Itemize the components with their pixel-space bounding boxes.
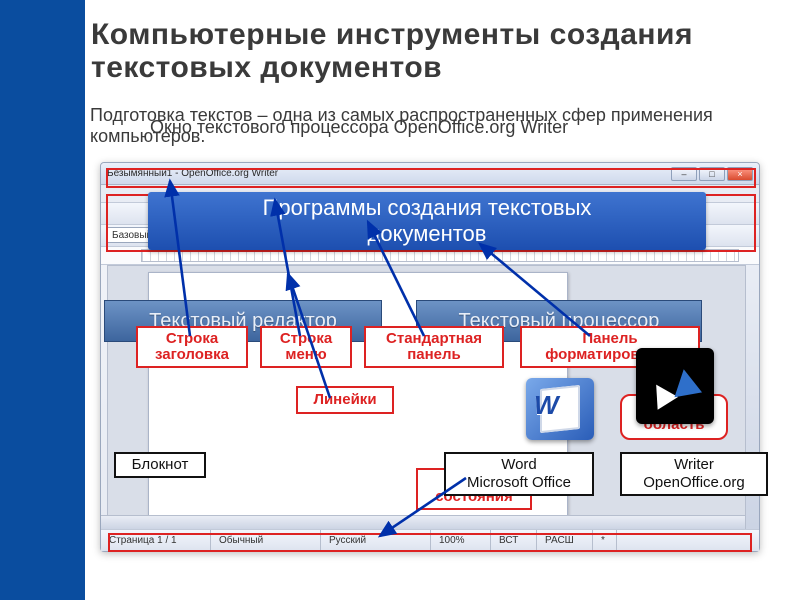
banner-programs: Программы создания текстовых документов — [148, 192, 706, 250]
banner-line2: документов — [368, 221, 487, 247]
banner-line1: Программы создания текстовых — [263, 195, 592, 221]
openoffice-icon — [636, 348, 714, 424]
word-text1: Word — [501, 456, 537, 474]
label-menubar-text: Строка меню — [264, 331, 348, 364]
label-word: Word Microsoft Office — [444, 452, 594, 496]
label-menubar: Строка меню — [260, 326, 352, 368]
label-writer: Writer OpenOffice.org — [620, 452, 768, 496]
word-icon: W — [526, 378, 594, 440]
slide: Компьютерные инструменты создания тексто… — [0, 0, 800, 600]
highlight-statusbar — [108, 533, 752, 552]
writer-text2: OpenOffice.org — [643, 474, 744, 492]
highlight-titlebar — [106, 168, 756, 188]
notepad-text: Блокнот — [132, 456, 189, 474]
label-rulers-text: Линейки — [313, 392, 376, 409]
label-titlebar-text: Строка заголовка — [140, 331, 244, 364]
slide-sidebar — [0, 0, 85, 600]
subtitle-overlap: Окно текстового процессора OpenOffice.or… — [150, 117, 710, 138]
label-titlebar: Строка заголовка — [136, 326, 248, 368]
label-std-panel: Стандартная панель — [364, 326, 504, 368]
slide-title: Компьютерные инструменты создания тексто… — [85, 0, 800, 84]
writer-text1: Writer — [674, 456, 714, 474]
word-text2: Microsoft Office — [467, 474, 571, 492]
label-rulers: Линейки — [296, 386, 394, 414]
label-std-text: Стандартная панель — [368, 331, 500, 364]
horizontal-scrollbar[interactable] — [101, 515, 745, 529]
label-notepad: Блокнот — [114, 452, 206, 478]
